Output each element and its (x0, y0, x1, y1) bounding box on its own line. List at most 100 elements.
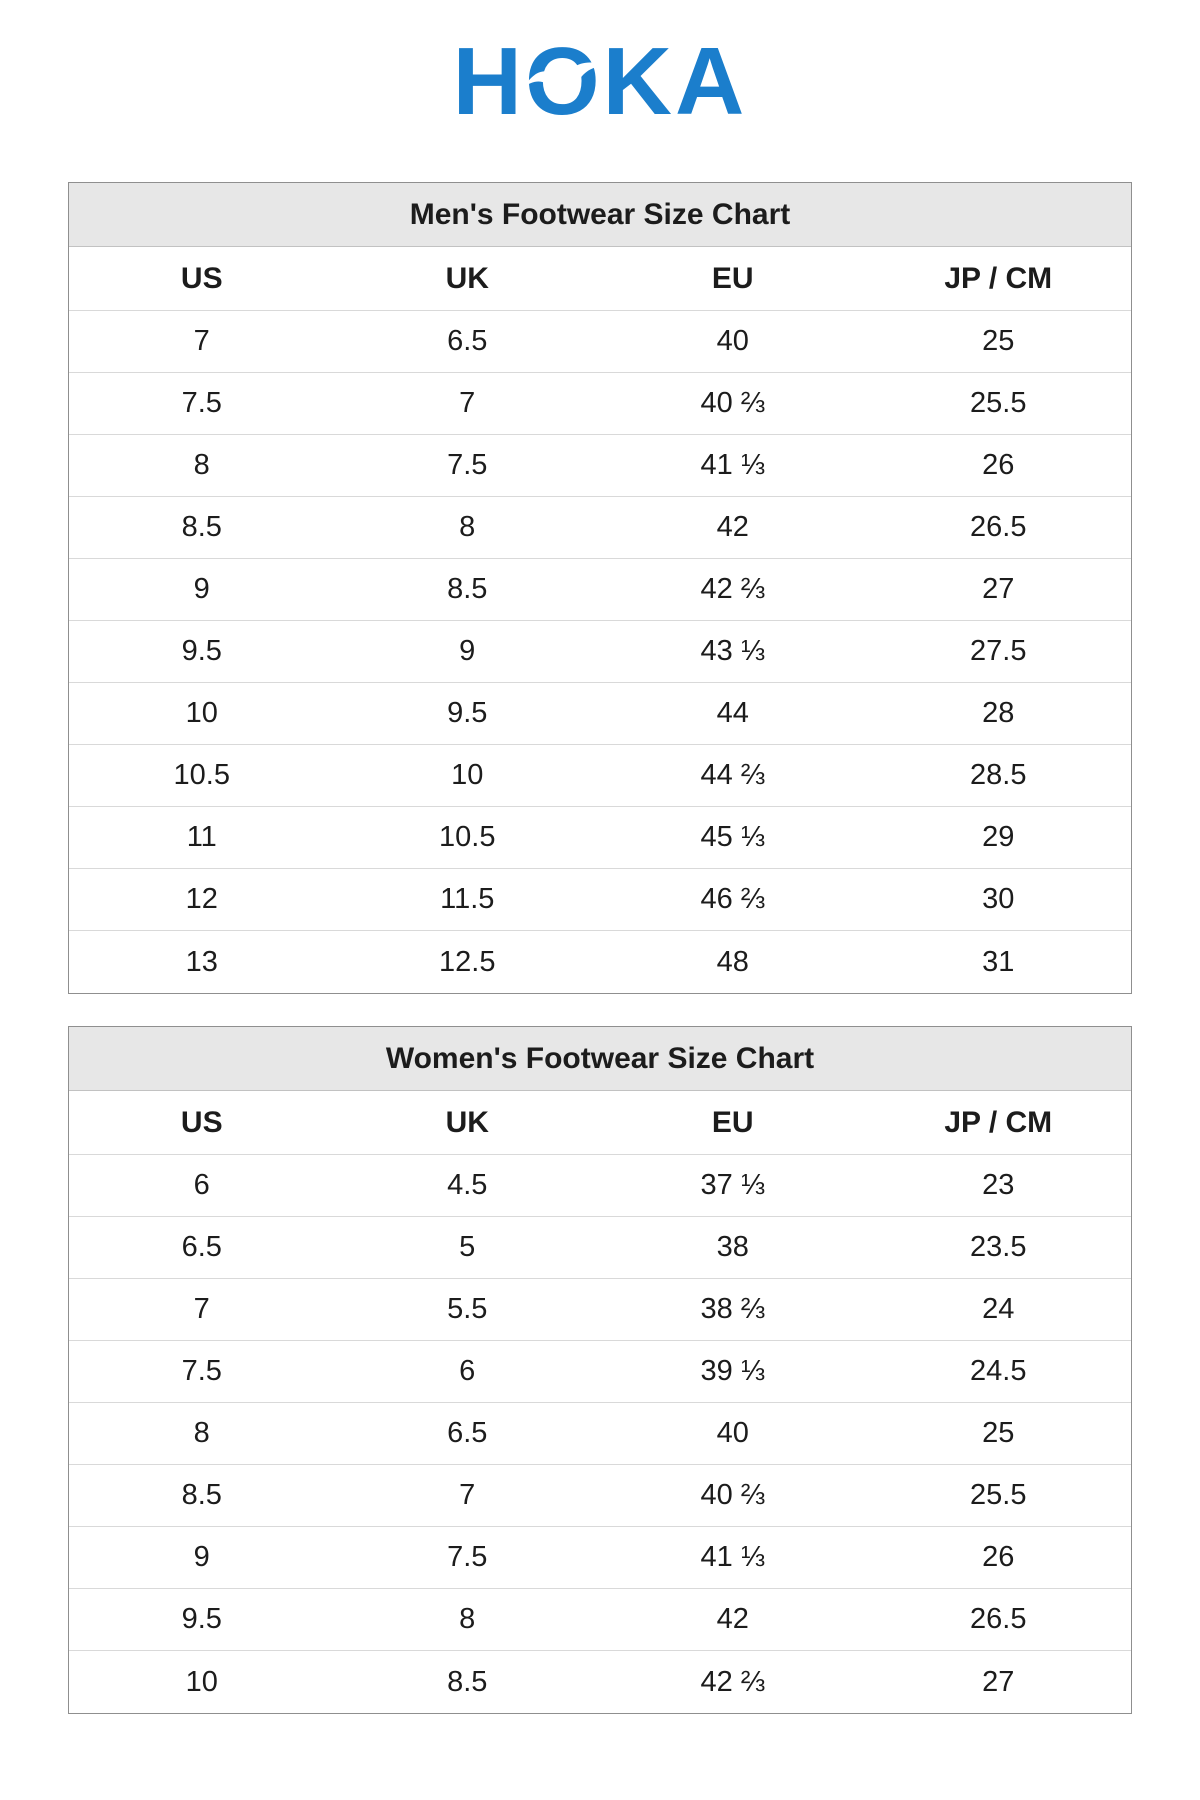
table-cell: 4.5 (447, 1169, 488, 1201)
table-cell: 9.5 (181, 635, 222, 667)
table-row: 7 6.5 40 25 (69, 311, 1131, 373)
table-cell: 8 (193, 449, 210, 481)
table-cell: 25.5 (970, 387, 1027, 419)
table-body: 7 6.5 40 25 7.5 7 40 ⅔ 25.5 8 7.5 41 ⅓ 26 8.5 8 42 26.5… (69, 311, 1131, 993)
table-cell: 42 ⅔ (700, 1665, 766, 1698)
column-header: JP / CM (944, 261, 1053, 295)
table-row: 7 5.5 38 ⅔ 24 (69, 1279, 1131, 1341)
table-cell: 37 ⅓ (700, 1169, 766, 1201)
table-row: 9 7.5 41 ⅓ 26 (69, 1527, 1131, 1589)
table-cell: 27 (982, 1665, 1015, 1698)
table-cell: 8.5 (181, 1479, 222, 1511)
table-cell: 25.5 (970, 1479, 1027, 1511)
table-row: 10.5 10 44 ⅔ 28.5 (69, 745, 1131, 807)
table-row: 9.5 8 42 26.5 (69, 1589, 1131, 1651)
table-title: Women's Footwear Size Chart (69, 1027, 1131, 1091)
womens-size-table: Women's Footwear Size Chart US UK EU JP / C… (68, 1026, 1132, 1714)
column-header: JP / CM (944, 1105, 1053, 1139)
table-cell: 24.5 (970, 1355, 1027, 1387)
hoka-logo: H O K A (453, 34, 748, 130)
table-cell: 11 (186, 821, 217, 853)
table-cell: 23 (982, 1169, 1015, 1201)
table-cell: 11.5 (440, 883, 495, 915)
table-cell: 8.5 (447, 1665, 488, 1698)
table-cell: 9.5 (181, 1603, 222, 1635)
table-cell: 8.5 (181, 511, 222, 543)
table-cell: 40 (716, 1417, 749, 1449)
table-cell: 10 (185, 1665, 218, 1698)
table-cell: 9.5 (447, 697, 488, 729)
table-cell: 43 ⅓ (700, 635, 766, 667)
table-cell: 10.5 (439, 821, 496, 853)
table-cell: 12.5 (439, 945, 496, 978)
table-cell: 38 (716, 1231, 749, 1263)
table-cell: 10 (451, 759, 484, 791)
table-cell: 5 (459, 1231, 476, 1263)
table-cell: 30 (982, 883, 1015, 915)
table-cell: 45 ⅓ (700, 821, 766, 853)
table-cell: 38 ⅔ (700, 1293, 766, 1325)
logo-letter-h: H (452, 28, 525, 135)
table-cell: 8 (459, 511, 476, 543)
table-cell: 6.5 (447, 325, 488, 357)
table-cell: 26.5 (970, 511, 1027, 543)
column-header: EU (711, 261, 754, 295)
column-header: EU (711, 1105, 754, 1139)
table-cell: 9 (459, 635, 476, 667)
table-cell: 5.5 (447, 1293, 488, 1325)
table-cell: 28.5 (970, 759, 1027, 791)
table-body: 6 4.5 37 ⅓ 23 6.5 5 38 23.5 7 5.5 38 ⅔ 24 7.5 6 39 ⅓ 24… (69, 1155, 1131, 1713)
table-cell: 25 (982, 1417, 1015, 1449)
table-cell: 10 (185, 697, 218, 729)
table-cell: 27.5 (970, 635, 1027, 667)
table-cell: 8.5 (447, 573, 488, 605)
table-cell: 6.5 (181, 1231, 222, 1263)
table-row: 8 6.5 40 25 (69, 1403, 1131, 1465)
table-cell: 24 (982, 1293, 1015, 1325)
table-cell: 7 (193, 325, 210, 357)
table-cell: 26 (982, 449, 1015, 481)
table-row: 6 4.5 37 ⅓ 23 (69, 1155, 1131, 1217)
table-cell: 31 (982, 945, 1015, 978)
table-cell: 26.5 (970, 1603, 1027, 1635)
table-row: 7.5 7 40 ⅔ 25.5 (69, 373, 1131, 435)
table-cell: 40 (716, 325, 749, 357)
table-cell: 40 ⅔ (700, 1479, 766, 1511)
table-cell: 8 (459, 1603, 476, 1635)
table-cell: 29 (982, 821, 1015, 853)
table-cell: 10.5 (173, 759, 230, 791)
table-cell: 7.5 (447, 1541, 488, 1573)
table-row: 11 10.5 45 ⅓ 29 (69, 807, 1131, 869)
table-cell: 44 (716, 697, 749, 729)
logo-letter-o: O (524, 34, 604, 130)
table-row: 8.5 7 40 ⅔ 25.5 (69, 1465, 1131, 1527)
table-cell: 48 (716, 945, 749, 978)
table-cell: 7 (459, 1479, 476, 1511)
table-cell: 6 (193, 1169, 210, 1201)
table-row: 10 9.5 44 28 (69, 683, 1131, 745)
table-row: 7.5 6 39 ⅓ 24.5 (69, 1341, 1131, 1403)
table-cell: 9 (193, 573, 210, 605)
table-cell: 39 ⅓ (700, 1355, 766, 1387)
column-header: US (180, 261, 223, 295)
column-header: UK (445, 1105, 489, 1139)
table-row: 12 11.5 46 ⅔ 30 (69, 869, 1131, 931)
table-cell: 8 (193, 1417, 210, 1449)
table-cell: 46 ⅔ (700, 883, 766, 915)
table-cell: 6 (459, 1355, 476, 1387)
table-row: 8 7.5 41 ⅓ 26 (69, 435, 1131, 497)
table-cell: 7.5 (181, 387, 222, 419)
table-row: 9.5 9 43 ⅓ 27.5 (69, 621, 1131, 683)
table-cell: 42 (716, 511, 749, 543)
logo-letter-a: A (675, 28, 748, 135)
table-row: 9 8.5 42 ⅔ 27 (69, 559, 1131, 621)
column-header-row: US UK EU JP / CM (69, 1091, 1131, 1155)
bottom-whitespace (0, 1714, 1200, 1774)
table-cell: 41 ⅓ (700, 1541, 766, 1573)
table-cell: 42 (716, 1603, 749, 1635)
table-cell: 7.5 (447, 449, 488, 481)
column-header-row: US UK EU JP / CM (69, 247, 1131, 311)
table-cell: 23.5 (970, 1231, 1027, 1263)
logo-letter-k: K (602, 28, 675, 135)
table-row: 10 8.5 42 ⅔ 27 (69, 1651, 1131, 1713)
